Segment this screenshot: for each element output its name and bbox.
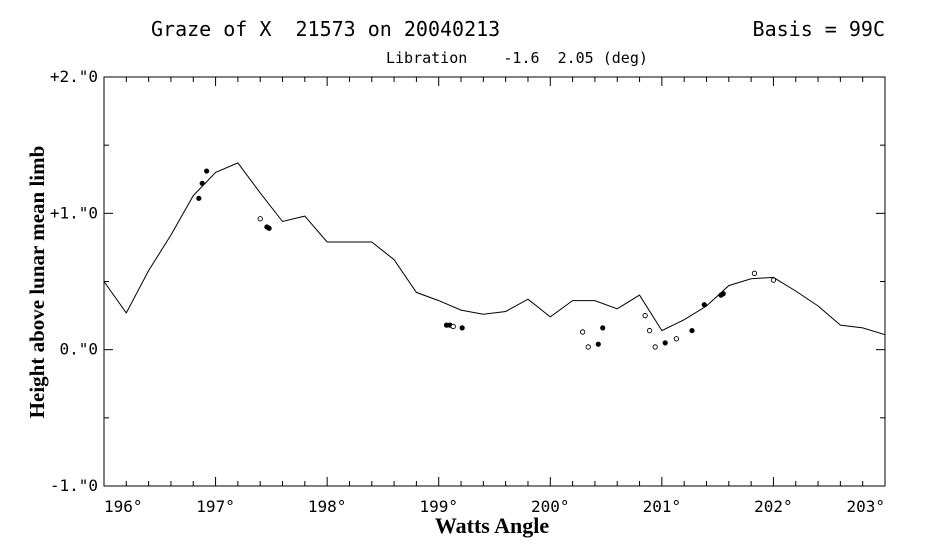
basis-label: Basis = 99C [753, 17, 885, 41]
x-tick-label: 201° [643, 497, 682, 516]
x-axis-tick-labels: 196° 197° 198° 199° 200° 201° 202° 203° [104, 497, 885, 516]
x-tick-label: 199° [419, 497, 458, 516]
chart-title: Graze of X 21573 on 20040213 [151, 17, 500, 41]
event-marker-filled [662, 340, 668, 346]
event-marker-filled [701, 302, 707, 308]
x-tick-label: 203° [846, 497, 885, 516]
plot-frame [103, 76, 886, 487]
y-axis-tick-labels: +2."0 +1."0 0."0 -1."0 [50, 67, 98, 495]
event-marker-filled [204, 168, 210, 174]
event-marker-filled [199, 180, 205, 186]
event-marker-filled [266, 225, 272, 231]
y-tick-label: -1."0 [50, 476, 98, 495]
x-tick-label: 197° [196, 497, 235, 516]
x-axis-label: Watts Angle [435, 513, 550, 538]
event-marker-filled [600, 325, 606, 331]
x-tick-label: 202° [754, 497, 793, 516]
x-tick-label: 198° [308, 497, 347, 516]
event-marker-open [673, 336, 680, 342]
event-marker-filled [459, 325, 465, 331]
open-event-markers [257, 216, 777, 350]
y-tick-label: +1."0 [50, 203, 98, 222]
event-marker-open [652, 344, 658, 350]
event-marker-open [585, 344, 591, 350]
event-marker-open [646, 327, 653, 334]
event-marker-filled [595, 341, 601, 347]
y-axis-label: Height above lunar mean limb [25, 146, 49, 419]
event-marker-open [642, 312, 648, 319]
filled-event-markers [196, 168, 726, 347]
event-marker-open [450, 323, 456, 330]
x-tick-label: 200° [531, 497, 570, 516]
y-tick-label: +2."0 [50, 67, 98, 86]
libration-label: Libration -1.6 2.05 (deg) [386, 49, 648, 67]
y-axis-ticks [104, 76, 885, 487]
event-marker-open [579, 329, 586, 335]
event-marker-open [751, 270, 758, 276]
event-marker-filled [720, 291, 726, 297]
y-tick-label: 0."0 [59, 340, 98, 359]
x-tick-label: 196° [104, 497, 143, 516]
event-marker-filled [196, 195, 202, 201]
x-axis-ticks [103, 77, 886, 486]
event-marker-filled [689, 327, 695, 334]
event-marker-open [257, 216, 263, 222]
event-marker-open [770, 277, 777, 283]
limb-profile-line [103, 162, 886, 336]
